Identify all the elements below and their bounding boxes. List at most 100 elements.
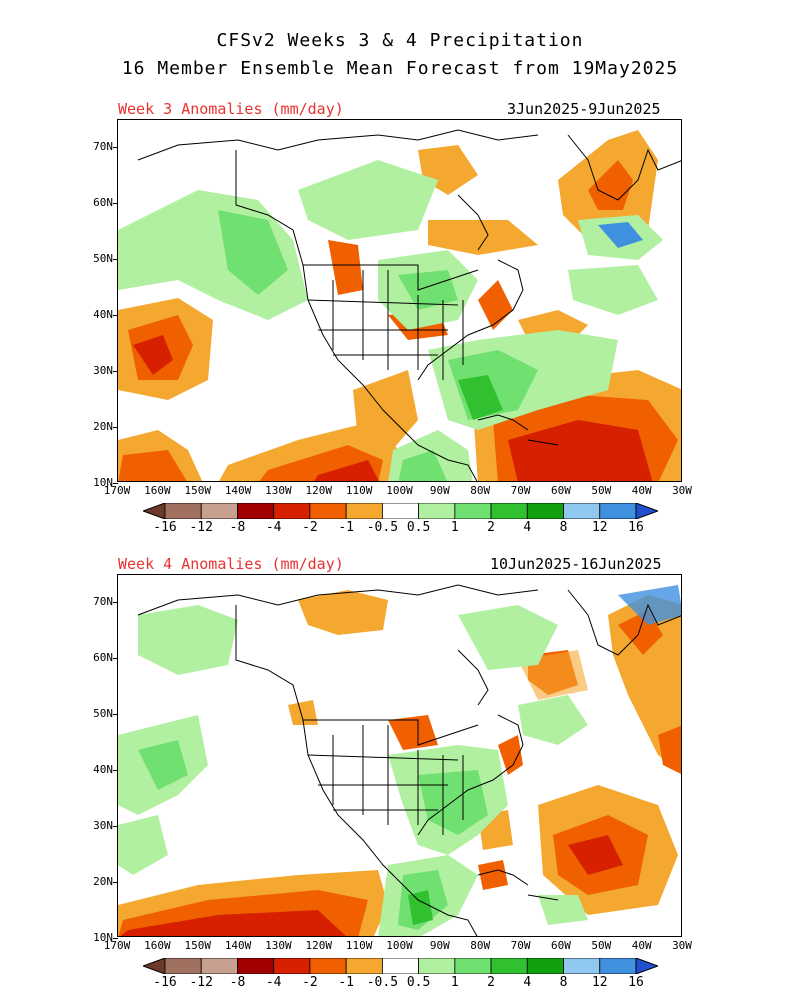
week3-lat-label: 70N [93, 140, 113, 153]
panel2-label: Week 4 Anomalies (mm/day) [118, 555, 344, 573]
week4-lon-label: 40W [631, 939, 652, 952]
week4-colorbar-label: -8 [229, 975, 246, 990]
week3-lat-tick [113, 371, 118, 372]
week3-colorbar-swatch [599, 503, 637, 519]
week3-lat-tick [113, 427, 118, 428]
week3-colorbar-swatch [237, 503, 275, 519]
week3-lon-label: 30W [672, 484, 692, 497]
week3-colorbar-low-arrow [143, 503, 166, 519]
week4-lon-label: 30W [672, 939, 692, 952]
week4-lat-label: 30N [93, 819, 113, 832]
week3-lon-label: 160W [144, 484, 171, 497]
week3-lon-label: 110W [345, 484, 373, 497]
week4-colorbar-swatch [200, 958, 238, 974]
week3-lon-label: 60W [550, 484, 571, 497]
week4-colorbar-label: -16 [153, 975, 177, 990]
week4-colorbar-label: -2 [302, 975, 318, 990]
week3-colorbar-label: -8 [229, 520, 246, 535]
week3-colorbar-swatch [273, 503, 311, 519]
week3-lat-tick [113, 315, 118, 316]
week4-colorbar-label: -1 [338, 975, 354, 990]
week3-colorbar-swatch [200, 503, 238, 519]
week4-lon-label: 130W [265, 939, 292, 952]
week4-colorbar [143, 958, 658, 974]
week4-lat-tick [113, 882, 118, 883]
week3-colorbar-label: -12 [189, 520, 213, 535]
week4-colorbar-swatch [454, 958, 492, 974]
week4-colorbar-high-arrow [635, 958, 658, 974]
week3-lon-label: 80W [470, 484, 491, 497]
title-line-2: 16 Member Ensemble Mean Forecast from 19… [121, 58, 679, 79]
week4-colorbar-graphic [143, 958, 658, 974]
week3-lon-label: 170W [103, 484, 131, 497]
week4-colorbar-swatch [418, 958, 456, 974]
week3-lon-label: 100W [386, 484, 413, 497]
week4-lon-label: 90W [429, 939, 450, 952]
week4-lat-tick [113, 714, 118, 715]
week3-colorbar-swatch [526, 503, 564, 519]
week3-lat-label: 30N [93, 364, 113, 377]
week3-colorbar-label: 8 [559, 520, 568, 535]
week4-colorbar-label: 0.5 [406, 975, 431, 990]
week3-lat-label: 20N [93, 420, 113, 433]
week4-colorbar-swatch [526, 958, 564, 974]
week4-colorbar-label: 1 [450, 975, 459, 990]
week3-lon-label: 150W [184, 484, 211, 497]
week3-colorbar-label: 16 [628, 520, 644, 535]
week4-colorbar-swatch [490, 958, 528, 974]
week3-lat-label: 50N [93, 252, 113, 265]
week3-map [117, 119, 682, 482]
week4-colorbar-swatch [309, 958, 347, 974]
week4-lon-label: 60W [550, 939, 571, 952]
week3-colorbar-label: -2 [302, 520, 318, 535]
week3-colorbar-swatch [164, 503, 202, 519]
title-line-1: CFSv2 Weeks 3 & 4 Precipitation [216, 30, 584, 51]
week3-lon-label: 50W [591, 484, 612, 497]
week3-colorbar-swatch [309, 503, 347, 519]
week3-lon-label: 140W [224, 484, 252, 497]
week3-map-graphic [118, 129, 681, 481]
week4-colorbar-low-arrow [143, 958, 166, 974]
week4-lat-label: 70N [93, 595, 113, 608]
week4-colorbar-label: 16 [628, 975, 644, 990]
week3-colorbar-label: -16 [153, 520, 177, 535]
week4-map [117, 574, 682, 937]
week4-lon-label: 110W [345, 939, 373, 952]
week4-colorbar-label: 2 [487, 975, 495, 990]
week3-lon-label: 70W [510, 484, 531, 497]
week4-lon-label: 50W [591, 939, 612, 952]
week4-lon-label: 120W [305, 939, 333, 952]
week3-coastlines [137, 129, 681, 481]
week3-colorbar-label: 1 [450, 520, 459, 535]
week4-colorbar-swatch [345, 958, 383, 974]
week4-lon-label: 100W [386, 939, 413, 952]
week3-colorbar-swatch [345, 503, 383, 519]
week4-colorbar-label: -4 [265, 975, 282, 990]
week4-lat-tick [113, 658, 118, 659]
week4-lat-label: 40N [93, 763, 113, 776]
week4-lon-label: 80W [470, 939, 491, 952]
week4-lat-label: 60N [93, 651, 113, 664]
week4-dry-anomalies [118, 590, 681, 936]
week3-colorbar-label: -4 [265, 520, 282, 535]
week4-colorbar-swatch [563, 958, 601, 974]
week3-colorbar-label: -0.5 [366, 520, 399, 535]
week4-lon-label: 160W [144, 939, 171, 952]
week3-lat-label: 10N [93, 476, 113, 489]
week4-lon-label: 70W [510, 939, 531, 952]
panel2-dates: 10Jun2025-16Jun2025 [490, 555, 662, 573]
week4-lon-label: 140W [224, 939, 252, 952]
week3-lat-tick [113, 147, 118, 148]
week4-lon-label: 150W [184, 939, 211, 952]
week4-colorbar-label: -0.5 [366, 975, 399, 990]
week3-colorbar-swatch [418, 503, 456, 519]
week4-lat-tick [113, 770, 118, 771]
week4-colorbar-swatch [237, 958, 275, 974]
week4-colorbar-label: -12 [189, 975, 213, 990]
week3-colorbar-swatch [381, 503, 420, 519]
week4-colorbar-swatch [381, 958, 420, 974]
week4-coastlines [137, 584, 681, 936]
week3-colorbar-label: 12 [591, 520, 608, 535]
week4-colorbar-label: 8 [559, 975, 568, 990]
week3-colorbar-label: 0.5 [406, 520, 431, 535]
